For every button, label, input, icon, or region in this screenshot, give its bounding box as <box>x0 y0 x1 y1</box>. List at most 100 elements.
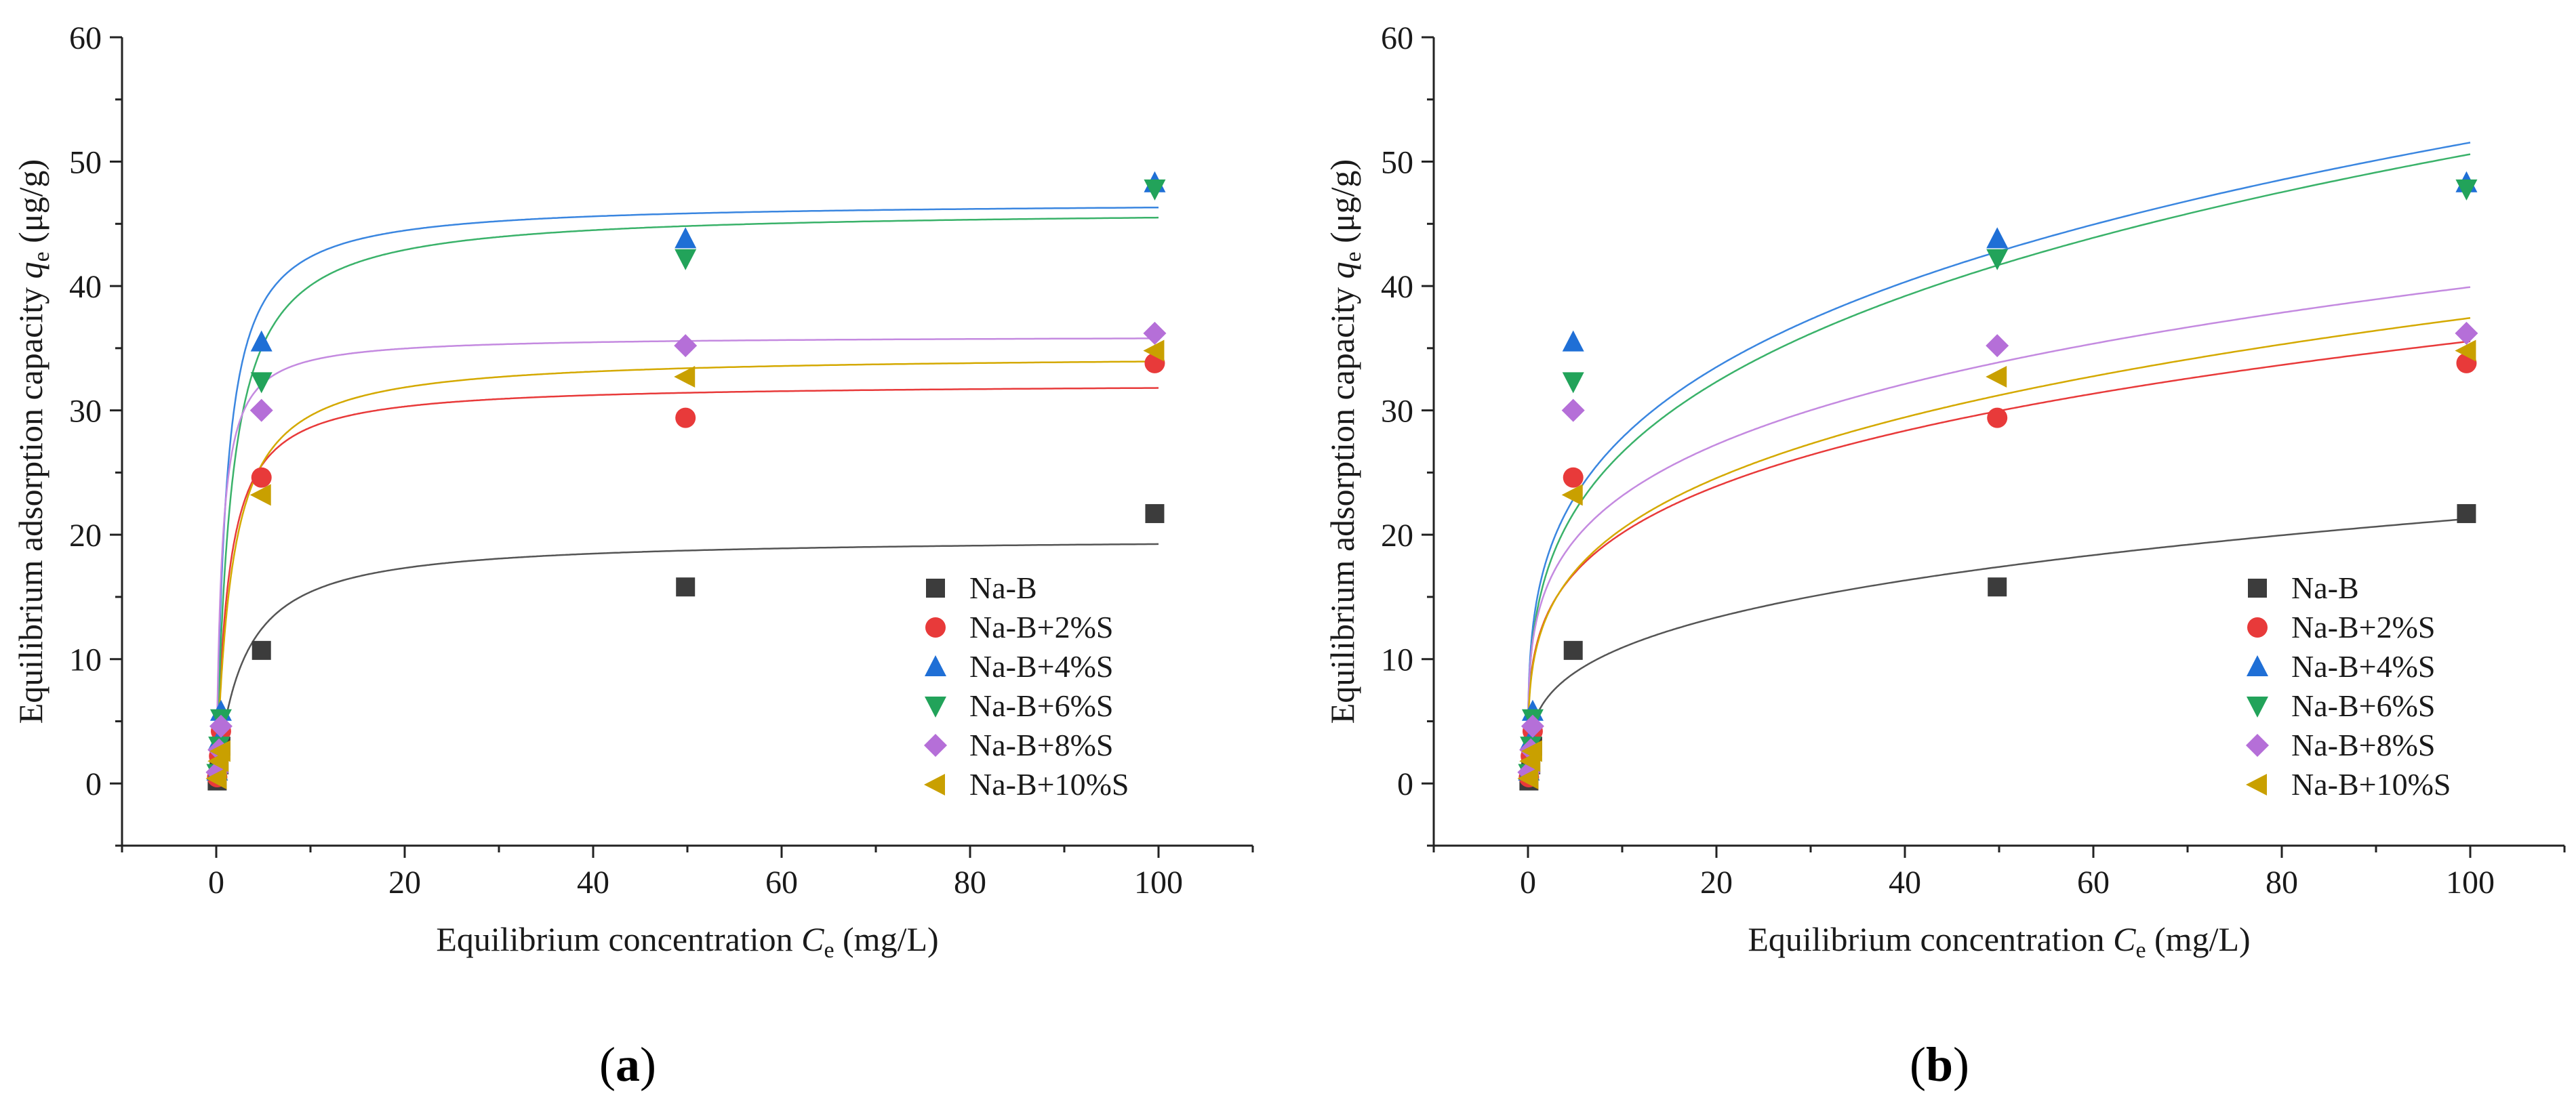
panel-b-point-na-b-8-s <box>1521 714 1544 738</box>
panel-b-x-tick-label: 0 <box>1520 865 1536 901</box>
panel-a-chart: 0 10 20 30 40 50 60 0 20 40 60 80 100 Equilibrium con… <box>12 20 1254 963</box>
panel-b-point-na-b-10-s <box>1986 366 2007 388</box>
panel-b-point-na-b-10-s <box>1521 740 1542 762</box>
panel-a-point-na-b-8-s <box>249 398 273 422</box>
panel-b-y-tick-label: 50 <box>1381 145 1413 181</box>
panel-a-x-axis-label-sub: e <box>824 938 834 963</box>
panel-a-y-tick-label: 20 <box>69 518 102 554</box>
panel-b-fit-curve-na-b-6-s <box>1527 153 2471 770</box>
panel-b-y-axis-label-sub: e <box>1341 251 1366 262</box>
panel-a-y-axis-label-sub: e <box>29 251 54 262</box>
panel-b-point-na-b <box>1563 640 1583 660</box>
panel-b-legend-marker-na-b-4-s <box>2247 655 2268 676</box>
panel-a-point-na-b-8-s <box>209 714 233 738</box>
panel-a-x-tick-label: 60 <box>765 865 798 901</box>
panel-a-x-axis-label-prefix: Equilibrium concentration <box>436 920 801 958</box>
panel-b-point-na-b <box>1988 577 2007 597</box>
panel-b-y-axis-label-suffix: (μg/g) <box>1323 159 1361 252</box>
panel-a-legend-label-na-b-6-s: Na-B+6%S <box>969 688 1113 723</box>
panel-b-x-axis-label-prefix: Equilibrium concentration <box>1748 920 2113 958</box>
panel-b-point-na-b-10-s <box>1561 484 1583 506</box>
panel-b-fit-curve-na-b-10-s <box>1527 316 2471 771</box>
panel-b-legend-label-na-b-8-s: Na-B+8%S <box>2291 728 2435 762</box>
panel-b-point-na-b-10-s <box>1517 767 1539 789</box>
panel-a-y-axis-label: Equilibrium adsorption capacity qe (μg/g… <box>12 159 54 724</box>
panel-a-legend-marker-na-b-6-s <box>925 697 946 718</box>
panel-a-point-na-b <box>676 577 696 597</box>
panel-a-point-na-b-2-s <box>675 407 696 428</box>
panel-a-legend-marker-na-b-4-s <box>925 655 946 676</box>
panel-a-point-na-b-6-s <box>675 249 697 270</box>
panel-a-y-tick-label: 40 <box>69 269 102 305</box>
panel-a-fit-curve-na-b <box>215 543 1159 784</box>
panel-a-point-na-b-8-s <box>1143 321 1167 345</box>
panel-b-point-na-b-2-s <box>1563 467 1584 488</box>
panel-a-point-na-b-10-s <box>674 366 696 388</box>
panel-b-x-axis-label: Equilibrium concentration Ce (mg/L) <box>1748 920 2250 963</box>
panel-a-legend-marker-na-b-10-s <box>924 774 945 796</box>
panel-b-legend-marker-na-b-2-s <box>2247 617 2268 638</box>
panel-a-y-tick-label: 50 <box>69 145 102 181</box>
panel-a-point-na-b-10-s <box>249 484 271 506</box>
panel-b-point-na-b-6-s <box>1562 372 1584 394</box>
panel-b-letter: b <box>1925 1037 1954 1092</box>
panel-b-y-tick-label: 20 <box>1381 518 1413 554</box>
panel-b-point-na-b-6-s <box>1986 249 2009 270</box>
panel-a-legend-marker-na-b <box>926 579 945 598</box>
panel-a-fit-curve-na-b-10-s <box>215 360 1159 784</box>
panel-a-point-na-b-10-s <box>1143 339 1165 362</box>
panel-b-fit-curve-na-b <box>1527 518 2471 779</box>
panel-b-fit-curve-na-b-8-s <box>1527 286 2471 765</box>
panel-a-x-tick-label: 80 <box>954 865 986 901</box>
panel-b-fit-curve-na-b-4-s <box>1527 142 2471 768</box>
panel-a-legend-marker-na-b-2-s <box>925 617 946 638</box>
panel-b-point-na-b <box>2457 503 2476 523</box>
panel-a-y-tick-label: 30 <box>69 394 102 430</box>
panel-a-legend-label-na-b: Na-B <box>969 571 1037 605</box>
panel-a-y-tick-label: 10 <box>69 642 102 678</box>
panel-a-y-tick-label: 0 <box>85 766 102 802</box>
panel-a-point-na-b-6-s <box>250 372 273 394</box>
panel-b-x-tick-label: 20 <box>1700 865 1733 901</box>
panel-b-x-tick-label: 60 <box>2077 865 2110 901</box>
panel-a-legend-label-na-b-10-s: Na-B+10%S <box>969 767 1129 802</box>
panel-a-letter: a <box>615 1037 640 1092</box>
panel-b-y-tick-label: 30 <box>1381 394 1413 430</box>
panel-b-x-axis-label-sub: e <box>2135 938 2146 963</box>
panel-b-point-na-b-4-s <box>1986 227 2009 249</box>
panel-b-legend-marker-na-b-10-s <box>2246 774 2267 796</box>
panel-a-label: (a) <box>599 1037 656 1092</box>
panel-b-label: (b) <box>1910 1037 1970 1092</box>
panel-a-point-na-b-4-s <box>250 330 273 352</box>
panel-b-point-na-b-6-s <box>2455 179 2478 201</box>
panel-b-legend-label-na-b-4-s: Na-B+4%S <box>2291 649 2435 684</box>
panel-a-x-axis-label: Equilibrium concentration Ce (mg/L) <box>436 920 938 963</box>
panel-b-legend-label-na-b-10-s: Na-B+10%S <box>2291 767 2451 802</box>
panel-b-y-tick-label: 0 <box>1397 766 1413 802</box>
panel-b-x-axis-label-var: C <box>2113 920 2136 958</box>
panel-a-fit-curve-na-b-2-s <box>215 387 1159 784</box>
panel-b-legend-marker-na-b <box>2248 579 2267 598</box>
panel-b-x-axis-label-suffix: (mg/L) <box>2146 920 2251 958</box>
panel-a-point-na-b-10-s <box>205 767 227 789</box>
panel-b-chart: 0 10 20 30 40 50 60 0 20 40 60 80 100 Equilibrium con… <box>1323 20 2566 963</box>
panel-b-y-axis-label-var: q <box>1323 262 1361 278</box>
panel-a-x-axis-label-suffix: (mg/L) <box>834 920 939 958</box>
panel-b-point-na-b-8-s <box>2455 321 2478 345</box>
panel-b-y-axis-label-prefix: Equilibrium adsorption capacity <box>1323 278 1361 724</box>
panel-a-y-axis-label-suffix: (μg/g) <box>12 159 49 252</box>
panel-a-point-na-b-8-s <box>674 334 698 358</box>
panel-a-legend-label-na-b-8-s: Na-B+8%S <box>969 728 1113 762</box>
panel-b-legend-label-na-b: Na-B <box>2291 571 2359 605</box>
panel-a-x-tick-label: 0 <box>208 865 224 901</box>
panel-a-legend-label-na-b-4-s: Na-B+4%S <box>969 649 1113 684</box>
panel-b-point-na-b-8-s <box>1561 398 1585 422</box>
panel-a-x-axis-label-var: C <box>801 920 824 958</box>
panel-a-y-tick-label: 60 <box>69 20 102 56</box>
panel-b-x-tick-label: 100 <box>2446 865 2495 901</box>
panel-b-legend-marker-na-b-6-s <box>2247 697 2268 718</box>
panel-b-y-tick-label: 60 <box>1381 20 1413 56</box>
panel-a-point-na-b-10-s <box>209 740 230 762</box>
panel-b-legend-label-na-b-6-s: Na-B+6%S <box>2291 688 2435 723</box>
